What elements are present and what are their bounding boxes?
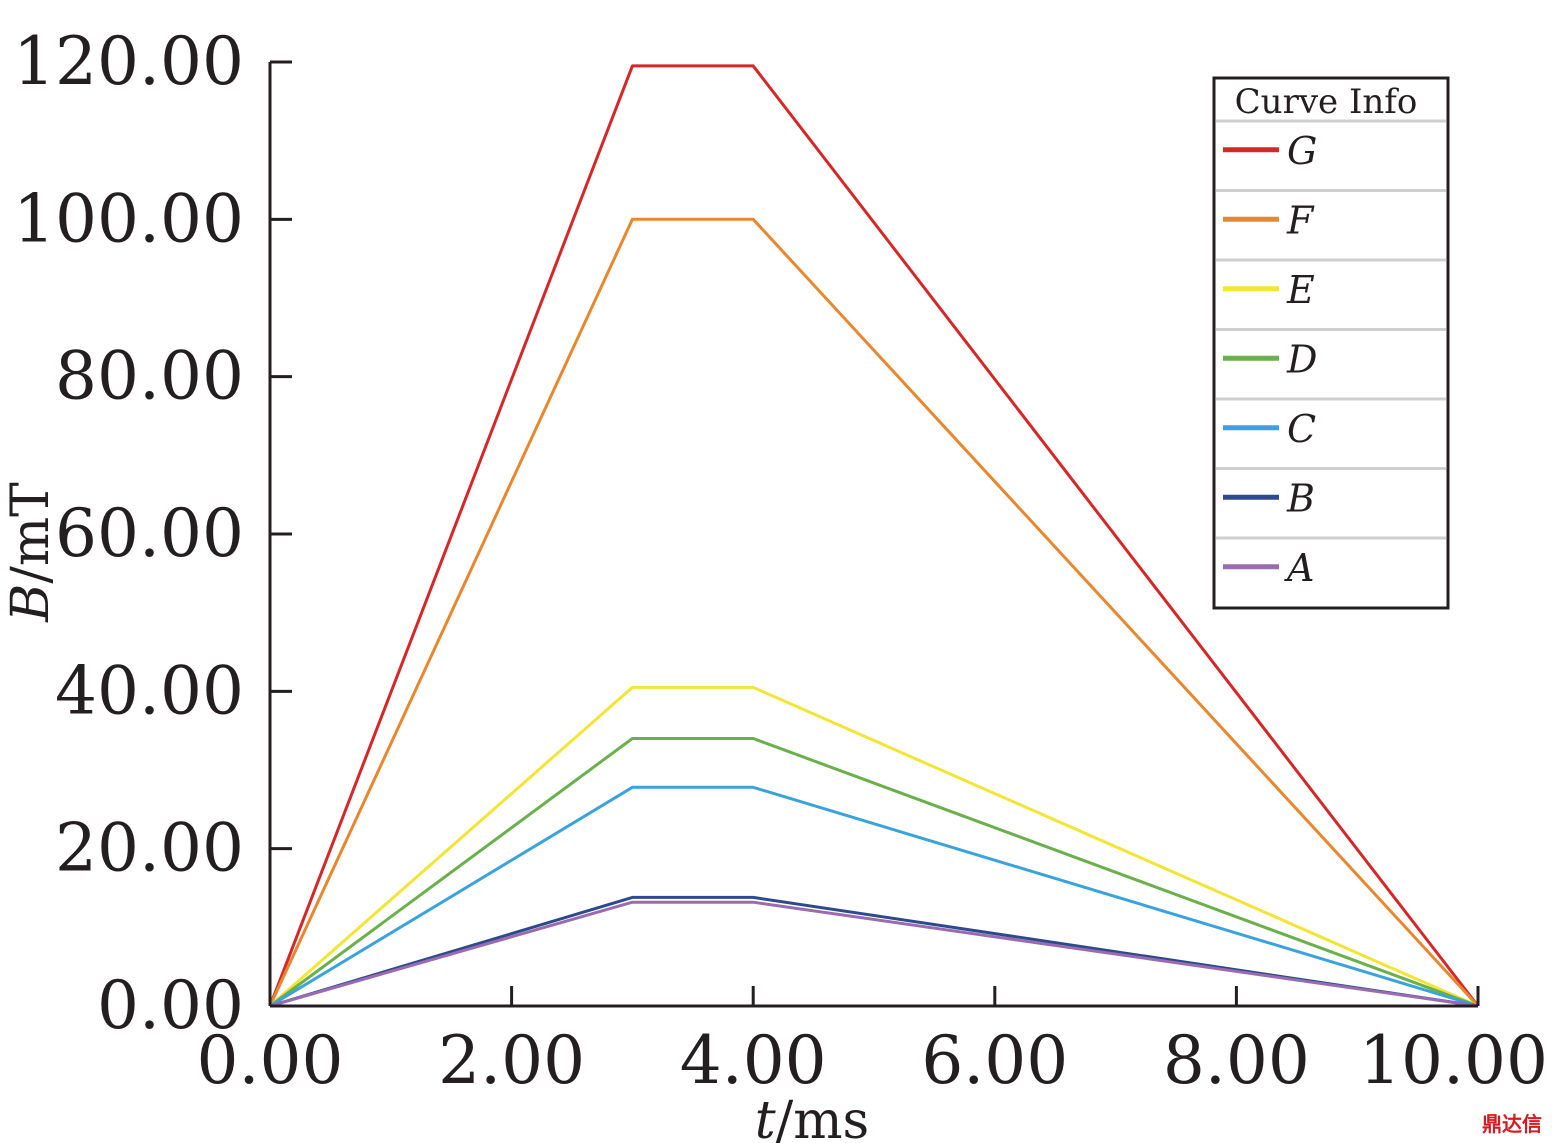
x-axis-unit: /ms (776, 1091, 870, 1143)
watermark-logo: 鼎达信 (1482, 1112, 1542, 1136)
series-line-g (268, 64, 1480, 1007)
y-tick-label: 0.00 (97, 967, 244, 1044)
x-axis-title: t/ms (755, 1091, 869, 1143)
legend-label-a: A (1284, 546, 1314, 590)
y-axis-symbol: B (1, 584, 61, 623)
x-ticks: 0.00 2.00 4.00 6.00 8.00 10.00 (197, 986, 1548, 1099)
y-ticks: 0.00 20.00 40.00 60.00 80.00 100.00 120.00 (13, 23, 292, 1044)
series-line-b (269, 895, 1479, 1008)
y-axis-unit: /mT (1, 482, 61, 584)
legend-box (1212, 76, 1450, 610)
x-tick-label: 4.00 (680, 1022, 827, 1099)
x-tick-label: 2.00 (438, 1022, 585, 1099)
x-tick-label: 0.00 (197, 1022, 344, 1099)
y-tick-label: 80.00 (55, 338, 244, 415)
x-axis-symbol: t (755, 1091, 776, 1143)
y-tick-label: 40.00 (55, 652, 244, 729)
x-tick-label: 6.00 (921, 1022, 1068, 1099)
legend-label-f: F (1286, 198, 1315, 242)
y-axis-title: B/mT (1, 482, 61, 623)
y-tick-label: 100.00 (13, 180, 244, 257)
legend-label-c: C (1287, 407, 1316, 451)
y-tick-label: 20.00 (55, 810, 244, 887)
y-tick-label: 60.00 (55, 495, 244, 572)
series-layer (268, 64, 1480, 1008)
y-tick-label: 120.00 (13, 23, 244, 100)
series-line-d (269, 737, 1479, 1008)
legend-label-g: G (1287, 129, 1317, 173)
series-line-c (269, 785, 1479, 1008)
legend-label-d: D (1286, 337, 1317, 381)
x-tick-label: 8.00 (1163, 1022, 1310, 1099)
legend-label-e: E (1286, 268, 1315, 312)
x-tick-label: 10.00 (1359, 1022, 1548, 1099)
legend-label-b: B (1286, 476, 1315, 520)
legend-title: Curve Info (1235, 82, 1418, 122)
series-line-e (269, 685, 1479, 1008)
series-line-f (268, 217, 1480, 1008)
series-line-a (269, 900, 1479, 1008)
